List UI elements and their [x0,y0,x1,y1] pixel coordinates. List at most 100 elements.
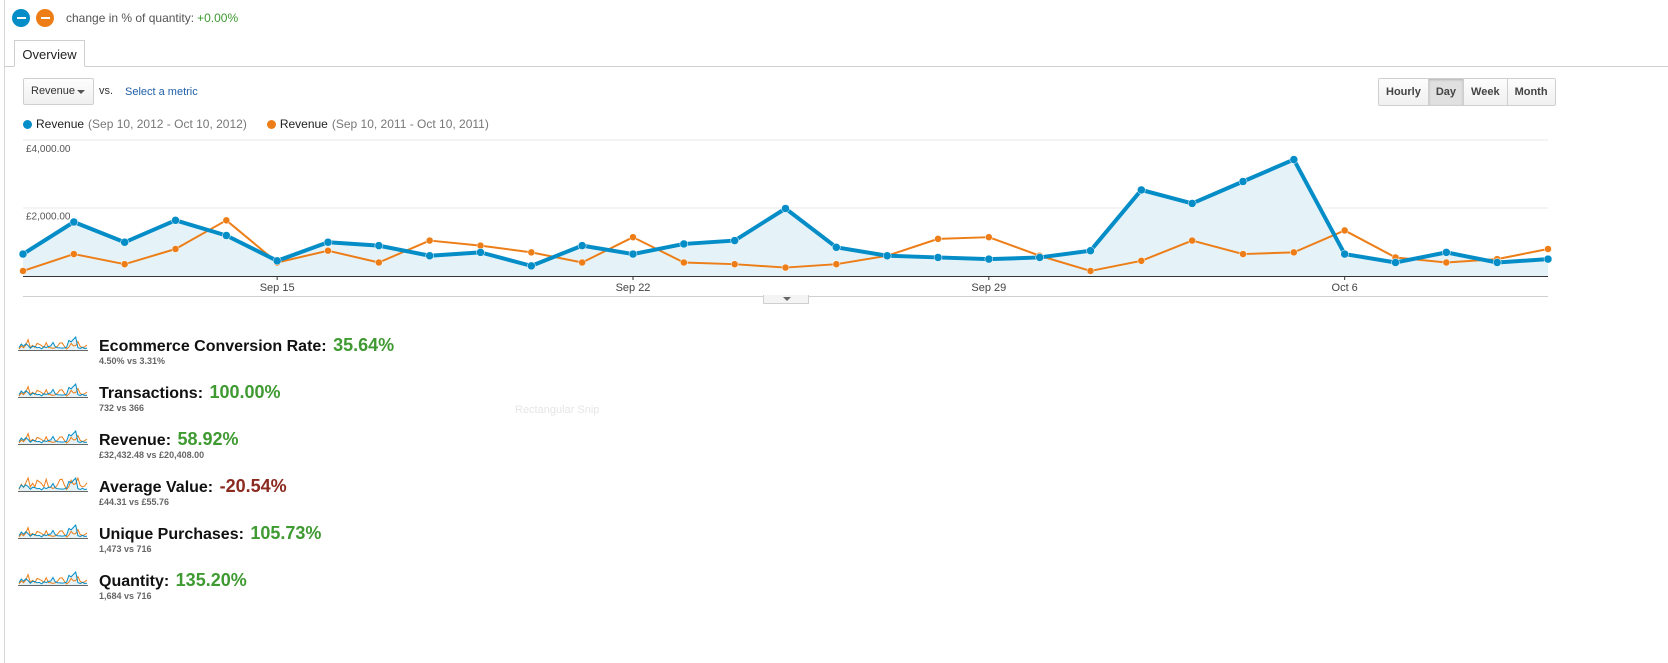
metric-label: Transactions: 100.00% [99,382,281,403]
metric-comparison: 4.50% vs 3.31% [99,356,166,366]
sparkline-chart [18,523,88,539]
hourly-button[interactable]: Hourly [1379,79,1429,105]
data-point [730,236,739,245]
data-point [70,250,78,258]
revenue-line-chart[interactable]: £4,000.00 £2,000.00 Sep 15 Sep 22 Sep 29 Oct … [0,0,1668,300]
time-granularity-buttons: Hourly Day Week Month [1378,78,1556,106]
sparkline-current [18,476,88,491]
metric-label: Quantity: 135.20% [99,570,247,591]
legend-series-range: (Sep 10, 2011 - Oct 10, 2011) [331,117,489,131]
data-point [222,216,231,225]
data-point [171,216,180,225]
data-point [323,238,333,247]
x-tick-label: Sep 15 [260,282,295,294]
data-point [1137,257,1146,265]
data-point [984,254,994,264]
data-point [882,251,892,260]
data-point [527,248,536,257]
data-point [1289,155,1299,164]
chart-collapse-handle[interactable] [763,295,809,304]
data-point [1543,254,1553,264]
data-point [1086,267,1095,275]
metric-dropdown[interactable]: Revenue [23,78,94,105]
data-point [120,260,129,268]
legend-item-current[interactable]: Revenue (Sep 10, 2012 - Oct 10, 2012) [23,117,247,131]
sparkline-previous [18,476,88,491]
legend-item-previous[interactable]: Revenue (Sep 10, 2011 - Oct 10, 2011) [266,117,489,131]
data-point [1086,246,1095,255]
sparkline-chart [18,335,88,351]
metric-label: Revenue: 58.92% [99,429,239,450]
metric-label: Ecommerce Conversion Rate: 35.64% [99,335,394,356]
current-period-dot-icon[interactable] [12,9,30,27]
data-point [679,239,689,249]
chart-legend: Revenue (Sep 10, 2012 - Oct 10, 2012) Re… [23,117,509,131]
x-tick-label: Sep 29 [971,282,1006,294]
metric-label: Average Value: -20.54% [99,476,287,497]
data-point [272,256,282,266]
metric-label-text: Ecommerce Conversion Rate: [99,338,332,355]
metric-comparison: £44.31 vs £55.76 [99,497,170,507]
vs-label: vs. [99,85,114,97]
snip-tool-ghost-text: Rectangular Snip [515,404,600,416]
data-point [19,267,27,275]
data-point [832,260,841,268]
compare-value: +0.00% [197,11,239,25]
data-point [1340,226,1349,235]
y-tick-label: £2,000.00 [26,212,71,223]
data-point [1442,248,1451,257]
month-button[interactable]: Month [1507,79,1555,105]
sparkline-chart [18,570,88,586]
data-point [476,248,485,257]
data-point [1442,258,1451,267]
data-point [1290,248,1298,257]
sparkline-chart [18,382,88,398]
data-point [476,241,485,250]
x-tick-label: Sep 22 [616,282,651,294]
previous-period-dot-icon[interactable] [36,9,54,27]
metric-dropdown-value: Revenue [31,85,76,97]
data-point [1492,258,1502,267]
data-point [1187,199,1197,208]
sparkline-current [18,335,88,350]
data-point [730,260,739,268]
metric-label-text: Revenue: [99,432,176,449]
tab-underline [4,66,1668,67]
data-point [69,217,79,227]
metric-label-text: Quantity: [99,573,174,590]
data-point [375,258,383,267]
legend-series-name: Revenue [279,117,328,131]
metric-change-value: 135.20% [175,570,247,590]
metric-change-value: 100.00% [209,382,281,402]
compare-label: change in % of quantity: [66,11,195,25]
select-metric-link[interactable]: Select a metric [125,86,198,98]
data-point [425,236,434,245]
compare-summary: change in % of quantity: +0.00% [12,8,238,28]
data-point [1340,249,1349,259]
sparkline-current [18,382,88,397]
data-point [629,233,637,241]
sparkline-chart [18,476,88,492]
x-tick-label: Oct 6 [1332,282,1358,294]
legend-dot-icon [23,119,32,129]
tab-overview[interactable]: Overview [14,40,85,67]
data-point [628,249,638,259]
data-point [781,204,790,213]
data-point [1391,258,1400,267]
report-frame [4,0,1668,663]
day-button[interactable]: Day [1428,79,1465,105]
data-point [1035,253,1044,262]
metric-change-value: 35.64% [333,335,395,355]
metric-label-text: Average Value: [99,479,218,496]
data-point [578,258,586,267]
sparkline-current [18,523,88,538]
sparkline-current [18,570,88,585]
week-button[interactable]: Week [1464,79,1508,105]
metric-change-value: -20.54% [219,476,287,496]
data-point [1137,185,1146,195]
data-point [680,258,688,267]
legend-dot-icon [266,119,276,129]
sparkline-current [18,429,88,444]
data-point [781,263,790,272]
metric-change-value: 105.73% [250,523,322,543]
